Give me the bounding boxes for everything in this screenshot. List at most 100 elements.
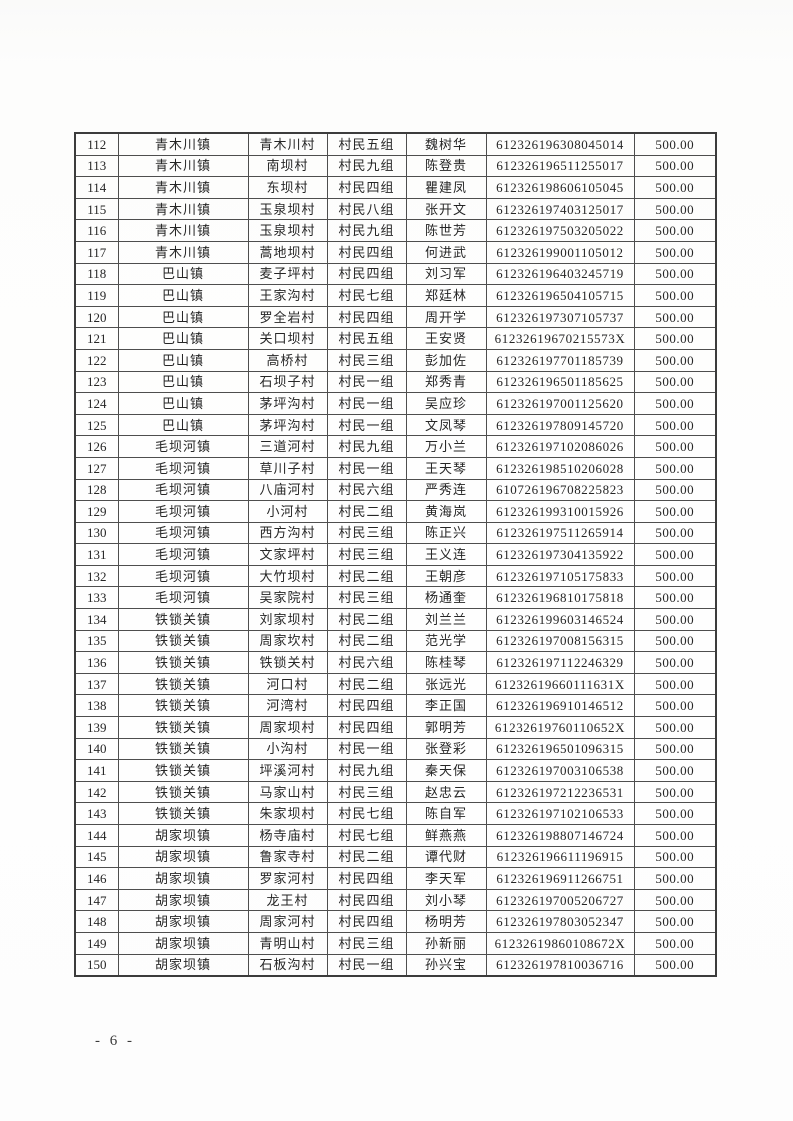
cell-index: 124 xyxy=(74,392,119,415)
cell-index: 148 xyxy=(74,910,119,933)
cell-id-number: 612326197003106538 xyxy=(485,759,635,782)
cell-group: 村民八组 xyxy=(326,197,407,221)
table-row: 125 巴山镇 茅坪沟村 村民一组 文凤琴 612326197809145720 500.0… xyxy=(74,413,717,437)
cell-village: 文家坪村 xyxy=(247,543,328,566)
table-row: 134 铁锁关镇 刘家坝村 村民二组 刘兰兰 612326199603146524 500.… xyxy=(74,608,717,631)
cell-name: 范光学 xyxy=(405,629,487,653)
cell-village: 周家坎村 xyxy=(247,629,328,653)
cell-group: 村民一组 xyxy=(326,370,407,394)
cell-index: 137 xyxy=(74,672,119,696)
table-row: 117 青木川镇 蒿地坝村 村民四组 何进武 612326199001105012 500.… xyxy=(74,240,717,264)
cell-id-number: 610726196708225823 xyxy=(485,478,635,502)
cell-town: 巴山镇 xyxy=(117,413,249,437)
cell-town: 巴山镇 xyxy=(117,370,249,394)
cell-name: 张登彩 xyxy=(405,737,487,761)
cell-id-number: 612326199001105012 xyxy=(485,240,635,264)
cell-amount: 500.00 xyxy=(633,262,717,286)
cell-village: 龙王村 xyxy=(247,888,328,912)
cell-village: 杨寺庙村 xyxy=(247,824,328,847)
cell-name: 文凤琴 xyxy=(405,413,487,437)
cell-amount: 500.00 xyxy=(633,435,717,458)
cell-group: 村民九组 xyxy=(326,759,407,782)
cell-amount: 500.00 xyxy=(633,521,717,545)
cell-town: 毛坝河镇 xyxy=(117,543,249,566)
cell-id-number: 612326196810175818 xyxy=(485,586,635,610)
cell-village: 河口村 xyxy=(247,672,328,696)
cell-town: 青木川镇 xyxy=(117,176,249,199)
cell-town: 青木川镇 xyxy=(117,154,249,178)
cell-name: 杨明芳 xyxy=(405,910,487,933)
cell-amount: 500.00 xyxy=(633,543,717,566)
cell-village: 玉泉坝村 xyxy=(247,197,328,221)
cell-town: 巴山镇 xyxy=(117,348,249,372)
cell-amount: 500.00 xyxy=(633,327,717,350)
cell-group: 村民九组 xyxy=(326,154,407,178)
cell-amount: 500.00 xyxy=(633,413,717,437)
cell-village: 石坝子村 xyxy=(247,370,328,394)
cell-group: 村民二组 xyxy=(326,564,407,588)
cell-id-number: 612326196911266751 xyxy=(485,867,635,890)
table-row: 132 毛坝河镇 大竹坝村 村民二组 王朝彦 612326197105175833 500.… xyxy=(74,564,717,588)
cell-group: 村民四组 xyxy=(326,694,407,718)
cell-id-number: 612326197005206727 xyxy=(485,888,635,912)
cell-index: 116 xyxy=(74,219,119,242)
cell-town: 胡家坝镇 xyxy=(117,888,249,912)
cell-id-number: 612326197701185739 xyxy=(485,348,635,372)
cell-amount: 500.00 xyxy=(633,132,717,156)
cell-name: 黄海岚 xyxy=(405,500,487,523)
table-row: 123 巴山镇 石坝子村 村民一组 郑秀青 612326196501185625 500.0… xyxy=(74,370,717,394)
cell-index: 126 xyxy=(74,435,119,458)
table-row: 147 胡家坝镇 龙王村 村民四组 刘小琴 612326197005206727 500.0… xyxy=(74,888,717,912)
cell-amount: 500.00 xyxy=(633,564,717,588)
cell-town: 胡家坝镇 xyxy=(117,953,249,977)
cell-town: 青木川镇 xyxy=(117,197,249,221)
cell-index: 122 xyxy=(74,348,119,372)
cell-name: 吴应珍 xyxy=(405,392,487,415)
cell-group: 村民三组 xyxy=(326,780,407,804)
cell-village: 茅坪沟村 xyxy=(247,392,328,415)
cell-village: 马家山村 xyxy=(247,780,328,804)
cell-group: 村民六组 xyxy=(326,478,407,502)
cell-index: 114 xyxy=(74,176,119,199)
table-row: 139 铁锁关镇 周家坝村 村民四组 郭明芳 61232619760110652X 500.… xyxy=(74,716,717,739)
cell-name: 李天军 xyxy=(405,867,487,890)
cell-name: 孙新丽 xyxy=(405,931,487,955)
table-row: 131 毛坝河镇 文家坪村 村民三组 王义连 612326197304135922 500.… xyxy=(74,543,717,566)
cell-amount: 500.00 xyxy=(633,845,717,869)
cell-name: 郭明芳 xyxy=(405,716,487,739)
cell-village: 河湾村 xyxy=(247,694,328,718)
cell-group: 村民九组 xyxy=(326,219,407,242)
cell-group: 村民七组 xyxy=(326,824,407,847)
cell-amount: 500.00 xyxy=(633,154,717,178)
cell-id-number: 61232619860108672X xyxy=(485,931,635,955)
cell-amount: 500.00 xyxy=(633,348,717,372)
cell-group: 村民二组 xyxy=(326,500,407,523)
cell-id-number: 612326197503205022 xyxy=(485,219,635,242)
cell-name: 瞿建凤 xyxy=(405,176,487,199)
cell-id-number: 612326197001125620 xyxy=(485,392,635,415)
cell-index: 146 xyxy=(74,867,119,890)
cell-index: 125 xyxy=(74,413,119,437)
cell-town: 毛坝河镇 xyxy=(117,435,249,458)
cell-village: 王家沟村 xyxy=(247,284,328,307)
cell-group: 村民四组 xyxy=(326,716,407,739)
table-row: 122 巴山镇 高桥村 村民三组 彭加佐 612326197701185739 500.00 xyxy=(74,348,717,372)
cell-town: 胡家坝镇 xyxy=(117,910,249,933)
cell-town: 铁锁关镇 xyxy=(117,672,249,696)
cell-town: 青木川镇 xyxy=(117,132,249,156)
cell-group: 村民三组 xyxy=(326,543,407,566)
cell-village: 小沟村 xyxy=(247,737,328,761)
cell-id-number: 612326197102086026 xyxy=(485,435,635,458)
cell-id-number: 612326196611196915 xyxy=(485,845,635,869)
cell-amount: 500.00 xyxy=(633,931,717,955)
cell-name: 陈自军 xyxy=(405,802,487,825)
cell-id-number: 612326199603146524 xyxy=(485,608,635,631)
cell-index: 143 xyxy=(74,802,119,825)
cell-index: 149 xyxy=(74,931,119,955)
cell-id-number: 612326196504105715 xyxy=(485,284,635,307)
cell-town: 铁锁关镇 xyxy=(117,737,249,761)
cell-group: 村民四组 xyxy=(326,888,407,912)
cell-group: 村民四组 xyxy=(326,867,407,890)
cell-index: 138 xyxy=(74,694,119,718)
cell-group: 村民一组 xyxy=(326,953,407,977)
